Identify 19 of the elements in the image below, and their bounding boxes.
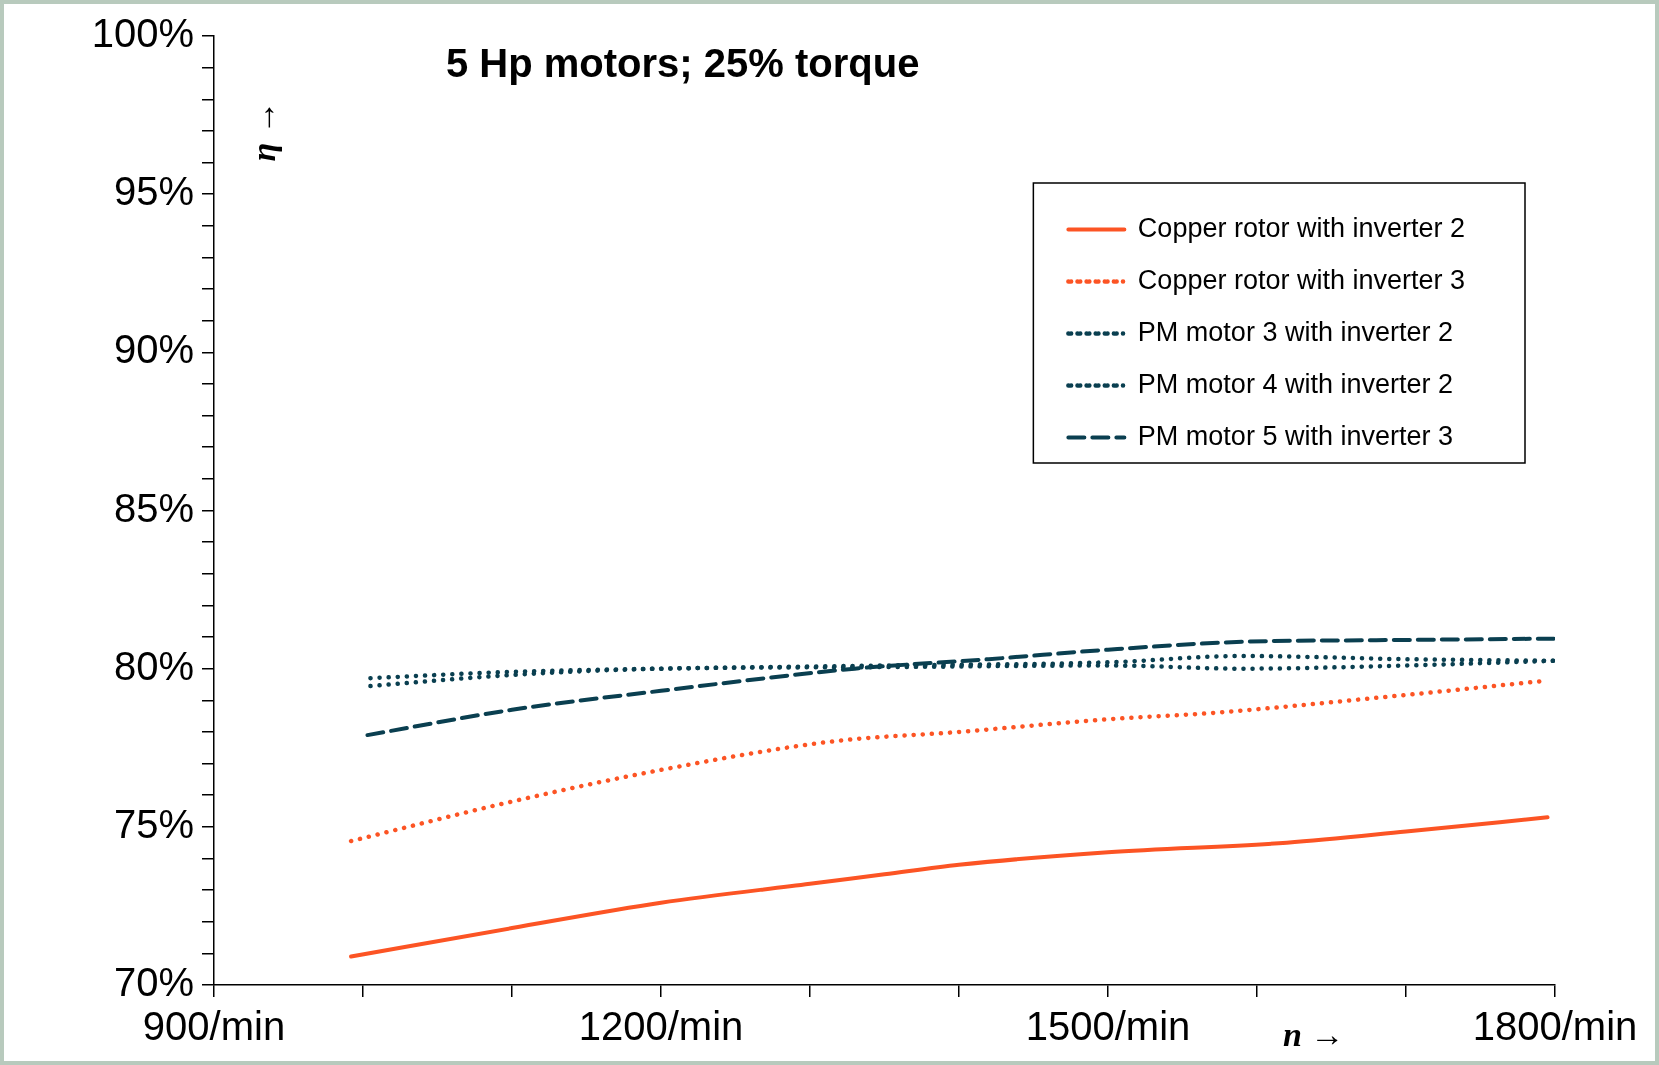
x-tick-label: 900/min xyxy=(142,1004,286,1049)
y-tick-label: 85% xyxy=(113,485,194,530)
legend-label: PM motor 3 with inverter 2 xyxy=(1137,316,1453,347)
y-axis-title: η → xyxy=(244,100,282,162)
legend-label: Copper rotor with inverter 2 xyxy=(1137,212,1465,243)
x-tick-label: 1500/min xyxy=(1025,1004,1191,1049)
chart-title: 5 Hp motors; 25% torque xyxy=(446,41,920,86)
y-tick-label: 100% xyxy=(91,11,194,56)
y-tick-label: 70% xyxy=(113,960,194,1005)
x-tick-label: 1800/min xyxy=(1472,1004,1638,1049)
legend-label: PM motor 4 with inverter 2 xyxy=(1137,368,1453,399)
x-axis-title: n → xyxy=(1282,1015,1345,1053)
y-tick-label: 90% xyxy=(113,327,194,372)
legend-label: Copper rotor with inverter 3 xyxy=(1137,264,1465,295)
y-tick-label: 95% xyxy=(113,169,194,214)
x-tick-label: 1200/min xyxy=(578,1004,744,1049)
y-tick-label: 80% xyxy=(113,643,194,688)
y-tick-label: 75% xyxy=(113,801,194,846)
legend-label: PM motor 5 with inverter 3 xyxy=(1137,420,1453,451)
